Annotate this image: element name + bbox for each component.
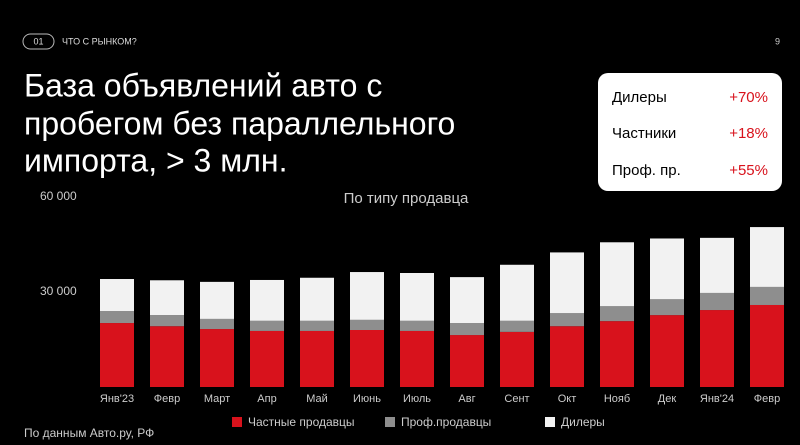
x-tick-label: Окт: [558, 393, 577, 405]
legend-label: Проф.продавцы: [401, 415, 491, 429]
chart-subtitle: По типу продавца: [344, 190, 469, 207]
section-title: ЧТО С РЫНКОМ?: [62, 36, 137, 46]
bar-segment: [500, 331, 534, 387]
bar-segment: [350, 319, 384, 330]
bar-segment: [150, 280, 184, 316]
bar-segment: [100, 323, 134, 387]
bar-segment: [700, 292, 734, 311]
bar-segment: [550, 252, 584, 314]
legend-swatch: [385, 417, 395, 427]
bar-segment: [300, 330, 334, 387]
bar-segment: [300, 320, 334, 331]
y-tick-label: 60 000: [40, 189, 77, 203]
bar-segment: [750, 304, 784, 387]
bar-segment: [200, 329, 234, 387]
bar-segment: [250, 330, 284, 387]
bar-segment: [450, 277, 484, 324]
bar-segment: [650, 299, 684, 316]
bar-segment: [550, 313, 584, 327]
bar-segment: [750, 286, 784, 305]
title-line: пробегом без параллельного: [24, 105, 455, 141]
bar-segment: [400, 320, 434, 331]
bar-segment: [100, 311, 134, 324]
highlight-box: [598, 73, 782, 191]
bar-segment: [500, 320, 534, 332]
legend-label: Частные продавцы: [248, 415, 355, 429]
bar-segment: [250, 320, 284, 331]
page-number: 9: [775, 36, 780, 46]
highlight-value: +18%: [729, 125, 768, 142]
section-number: 01: [33, 36, 43, 46]
highlight-value: +70%: [729, 89, 768, 106]
bar-segment: [150, 315, 184, 327]
x-tick-label: Июнь: [353, 393, 381, 405]
bar-segment: [250, 279, 284, 321]
x-tick-label: Март: [204, 393, 230, 405]
bar-segment: [600, 306, 634, 322]
bar-segment: [650, 315, 684, 387]
legend-label: Дилеры: [561, 415, 605, 429]
x-tick-label: Янв'24: [700, 393, 734, 405]
bar-segment: [150, 326, 184, 387]
y-tick-label: 30 000: [40, 284, 77, 298]
bar-segment: [600, 321, 634, 387]
x-tick-label: Нояб: [604, 393, 630, 405]
title-line: База объявлений авто с: [24, 67, 382, 103]
bar-segment: [350, 330, 384, 387]
highlight-label: Дилеры: [612, 89, 667, 106]
number-pill: [22, 33, 55, 50]
highlight-label: Частники: [612, 125, 676, 142]
bar-segment: [100, 279, 134, 311]
highlight-label: Проф. пр.: [612, 162, 681, 179]
title-line: импорта, > 3 млн.: [24, 142, 287, 178]
x-tick-label: Июль: [403, 393, 431, 405]
x-tick-label: Апр: [257, 393, 276, 405]
bar-segment: [750, 227, 784, 287]
bar-segment: [300, 277, 334, 321]
bar-segment: [200, 318, 234, 330]
bar-segment: [400, 330, 434, 387]
x-tick-label: Дек: [658, 393, 677, 405]
bar-segment: [700, 310, 734, 387]
bar-segment: [500, 264, 534, 321]
bar-segment: [600, 242, 634, 307]
x-tick-label: Сент: [504, 393, 529, 405]
x-tick-label: Февр: [754, 393, 780, 405]
x-tick-label: Май: [306, 393, 328, 405]
bar-segment: [400, 273, 434, 321]
bar-segment: [450, 323, 484, 336]
source: По данным Авто.ру, РФ: [24, 426, 154, 440]
x-tick-label: Февр: [154, 393, 180, 405]
x-tick-label: Янв'23: [100, 393, 134, 405]
legend-swatch: [232, 417, 242, 427]
bar-segment: [450, 335, 484, 387]
bar-segment: [550, 326, 584, 387]
highlight-value: +55%: [729, 162, 768, 179]
bar-segment: [700, 237, 734, 293]
bar-segment: [650, 238, 684, 300]
bar-segment: [350, 272, 384, 320]
legend-swatch: [545, 417, 555, 427]
bar-segment: [200, 281, 234, 319]
x-tick-label: Авг: [458, 393, 475, 405]
